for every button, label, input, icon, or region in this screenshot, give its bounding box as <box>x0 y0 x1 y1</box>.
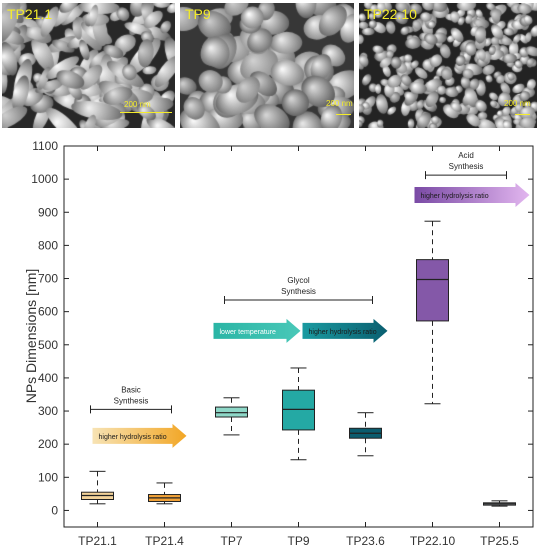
box-tp22-10 <box>416 220 449 405</box>
x-tick-label: TP9 <box>287 534 309 548</box>
box-tp23-6 <box>349 412 382 457</box>
y-tick-label: 900 <box>38 205 58 219</box>
scale-bar <box>515 114 530 115</box>
box-tp21-1 <box>81 470 114 505</box>
scale-bar <box>120 112 172 113</box>
group-label: Synthesis <box>114 396 149 405</box>
scale-label: 200 nm <box>326 99 353 108</box>
y-tick-label: 600 <box>38 305 58 319</box>
group-bracket: Acid Synthesis <box>425 151 507 180</box>
x-tick-label: TP22.10 <box>410 534 456 548</box>
box-body <box>416 259 449 322</box>
box-body <box>282 389 315 431</box>
y-tick-label: 200 <box>38 437 58 451</box>
arrow-label: higher hydrolysis ratio <box>99 434 167 441</box>
arrow-label: higher hydrolysis ratio <box>309 329 377 336</box>
y-tick-label: 100 <box>38 470 58 484</box>
arrow-label: lower temperature <box>220 329 277 336</box>
x-tick-label: TP21.1 <box>78 534 117 548</box>
micrograph-image <box>2 3 175 128</box>
box-body <box>215 406 248 418</box>
group-label: Synthesis <box>449 162 484 171</box>
y-tick-label: 0 <box>51 503 58 517</box>
trend-arrow: higher hydrolysis ratio <box>92 423 187 448</box>
trend-arrow: lower temperature <box>213 318 301 343</box>
x-tick-label: TP25.5 <box>480 534 519 548</box>
arrow-shape <box>92 423 187 448</box>
y-tick-label: 400 <box>38 371 58 385</box>
y-tick-label: 300 <box>38 404 58 418</box>
y-tick-label: 1000 <box>31 172 58 186</box>
plot-annotations: Basic Synthesis Glycol Synthesis Acid Synthes… <box>90 151 530 448</box>
group-bracket: Glycol Synthesis <box>224 276 373 305</box>
group-label: Acid <box>458 151 474 160</box>
arrow-label: higher hydrolysis ratio <box>421 193 489 200</box>
plot-frame <box>63 145 534 528</box>
group-label: Synthesis <box>281 287 316 296</box>
group-bracket: Basic Synthesis <box>90 385 172 414</box>
arrow-shape <box>414 183 530 208</box>
x-tick-label: TP7 <box>220 534 242 548</box>
x-tick-label: TP21.4 <box>145 534 184 548</box>
box-tp7 <box>215 397 248 436</box>
y-tick-label: 1100 <box>32 139 58 153</box>
y-tick-label: 700 <box>38 272 58 286</box>
scale-label: 200 nm <box>504 99 531 108</box>
plot-marks <box>81 220 516 507</box>
trend-arrow: higher hydrolysis ratio <box>414 183 530 208</box>
micrograph-label: TP22.10 <box>364 6 417 22</box>
group-label: Glycol <box>287 276 309 285</box>
micrograph-tp21-1: TP21.1 200 nm <box>2 3 175 128</box>
micrograph-label: TP21.1 <box>7 6 53 22</box>
plot-axes: 0 100 200 300 400 500 600 700 800 900 1000 1100 TP21… <box>31 139 534 548</box>
scale-bar <box>336 114 351 115</box>
box-tp9 <box>282 367 315 461</box>
trend-arrow: higher hydrolysis ratio <box>302 318 388 343</box>
y-tick-label: 500 <box>38 338 58 352</box>
box-tp25-5 <box>483 500 516 507</box>
micrograph-image <box>359 3 537 128</box>
box-tp21-4 <box>148 482 181 505</box>
y-tick-label: 800 <box>38 238 58 252</box>
micrograph-image <box>180 3 354 128</box>
arrow-shape <box>213 318 301 343</box>
micrograph-tp9: TP9 200 nm <box>180 3 354 128</box>
y-axis-label: NPs Dimensions [nm] <box>23 269 39 404</box>
micrograph-label: TP9 <box>185 6 211 22</box>
x-tick-label: TP23.6 <box>346 534 385 548</box>
micrograph-tp22-10: TP22.10 200 nm <box>359 3 537 128</box>
group-label: Basic <box>121 385 141 394</box>
scale-label: 200 nm <box>124 100 151 109</box>
arrow-shape <box>302 318 388 343</box>
